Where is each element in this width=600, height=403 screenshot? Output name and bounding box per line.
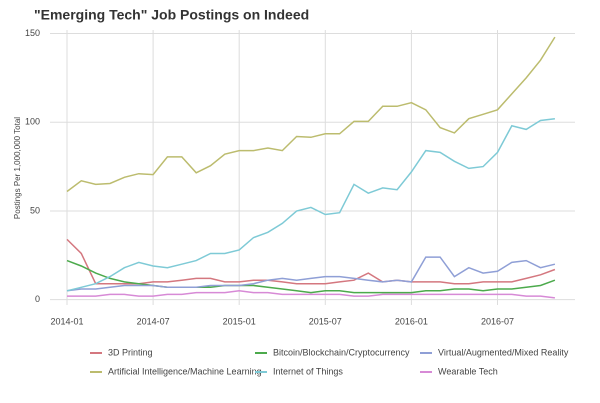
- chart-title: "Emerging Tech" Job Postings on Indeed: [34, 7, 309, 23]
- x-tick-label: 2016-07: [481, 316, 514, 326]
- y-tick-label: 150: [25, 28, 40, 38]
- y-tick-label: 100: [25, 117, 40, 127]
- legend-label: Virtual/Augmented/Mixed Reality: [438, 347, 569, 357]
- legend-label: Internet of Things: [273, 366, 343, 376]
- legend-label: Bitcoin/Blockchain/Cryptocurrency: [273, 347, 410, 357]
- series-line: [66, 117, 555, 292]
- x-tick-label: 2014-01: [50, 316, 83, 326]
- series-line: [66, 36, 556, 193]
- y-axis-label: Postings Per 1,000,000 Total: [13, 117, 22, 219]
- x-tick-label: 2016-01: [395, 316, 428, 326]
- x-tick-label: 2015-07: [309, 316, 342, 326]
- x-tick-label: 2015-01: [223, 316, 256, 326]
- y-tick-label: 50: [30, 205, 40, 215]
- series-line: [66, 238, 556, 285]
- series-line: [67, 290, 555, 299]
- legend-label: Artificial Intelligence/Machine Learning: [108, 366, 262, 376]
- legend-label: Wearable Tech: [438, 366, 498, 376]
- x-tick-label: 2014-07: [137, 316, 170, 326]
- y-tick-label: 0: [35, 294, 40, 304]
- legend-label: 3D Printing: [108, 347, 153, 357]
- series-line: [66, 256, 556, 292]
- series-line: [66, 259, 556, 294]
